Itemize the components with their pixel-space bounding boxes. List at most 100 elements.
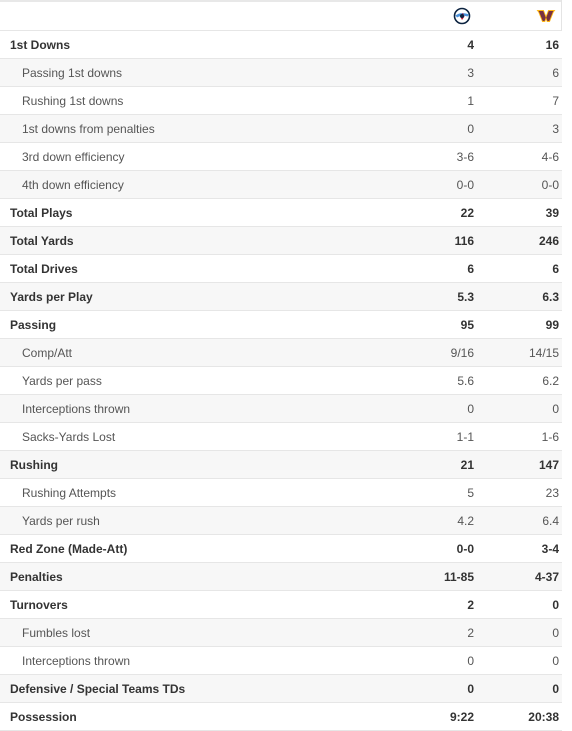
team-b-value: 6.4 <box>477 506 562 535</box>
team-a-value: 0-0 <box>390 534 477 563</box>
team-a-value: 11-85 <box>390 562 477 591</box>
team-b-value: 6 <box>477 254 562 283</box>
team-a-value: 5.3 <box>390 282 477 311</box>
team-a-value: 0 <box>390 646 477 675</box>
commanders-logo-icon <box>536 6 556 26</box>
titans-logo-icon <box>452 6 472 26</box>
stat-label: Penalties <box>0 562 390 591</box>
team-a-value: 9/16 <box>390 338 477 367</box>
team-a-value: 2 <box>390 590 477 619</box>
stat-label: 1st Downs <box>0 31 390 59</box>
team-a-value: 4.2 <box>390 506 477 535</box>
stat-label: Interceptions thrown <box>0 646 390 675</box>
stat-label: Rushing 1st downs <box>0 86 390 115</box>
stat-label: Rushing Attempts <box>0 478 390 507</box>
team-a-value: 3-6 <box>390 142 477 171</box>
stat-label: Total Drives <box>0 254 390 283</box>
stat-label: Possession <box>0 702 390 731</box>
stat-label: Interceptions thrown <box>0 394 390 423</box>
team-b-value: 6.2 <box>477 366 562 395</box>
stat-label: Yards per Play <box>0 282 390 311</box>
stat-row: Comp/Att 9/16 14/15 <box>0 338 562 367</box>
stat-label: Red Zone (Made-Att) <box>0 534 390 563</box>
stat-row: 1st downs from penalties 0 3 <box>0 114 562 143</box>
stat-label: Yards per rush <box>0 506 390 535</box>
stat-label: Yards per pass <box>0 366 390 395</box>
stat-row: Rushing 1st downs 1 7 <box>0 86 562 115</box>
stat-row: Passing 95 99 <box>0 310 562 339</box>
stats-table: 1st Downs 4 16 Passing 1st downs 3 6 Rushing 1… <box>0 31 562 731</box>
team-a-value: 0 <box>390 674 477 703</box>
team-b-value: 0 <box>477 646 562 675</box>
team-a-value: 95 <box>390 310 477 339</box>
stat-label: Passing 1st downs <box>0 58 390 87</box>
stat-row: 4th down efficiency 0-0 0-0 <box>0 170 562 199</box>
team-b-value: 23 <box>477 478 562 507</box>
stat-row: Yards per Play 5.3 6.3 <box>0 282 562 311</box>
stat-label: Comp/Att <box>0 338 390 367</box>
team-b-value: 16 <box>477 31 562 59</box>
team-b-value: 6 <box>477 58 562 87</box>
team-a-value: 9:22 <box>390 702 477 731</box>
stat-row: Yards per rush 4.2 6.4 <box>0 506 562 535</box>
team-a-value: 3 <box>390 58 477 87</box>
stat-label: 3rd down efficiency <box>0 142 390 171</box>
stat-row: Possession 9:22 20:38 <box>0 702 562 731</box>
stat-row: Penalties 11-85 4-37 <box>0 562 562 591</box>
stat-row: Turnovers 2 0 <box>0 590 562 619</box>
team-b-value: 0-0 <box>477 170 562 199</box>
team-a-value: 5.6 <box>390 366 477 395</box>
stat-row: Rushing Attempts 5 23 <box>0 478 562 507</box>
stat-label: Defensive / Special Teams TDs <box>0 674 390 703</box>
team-a-value: 1 <box>390 86 477 115</box>
stat-row: 1st Downs 4 16 <box>0 31 562 59</box>
team-a-value: 21 <box>390 450 477 479</box>
team-b-value: 6.3 <box>477 282 562 311</box>
stat-row: Red Zone (Made-Att) 0-0 3-4 <box>0 534 562 563</box>
team-b-value: 3-4 <box>477 534 562 563</box>
team-a-value: 6 <box>390 254 477 283</box>
stat-row: Total Yards 116 246 <box>0 226 562 255</box>
team-b-value: 4-37 <box>477 562 562 591</box>
team-a-value: 4 <box>390 31 477 59</box>
stat-label: Rushing <box>0 450 390 479</box>
stat-label: Passing <box>0 310 390 339</box>
team-b-value: 20:38 <box>477 702 562 731</box>
stat-row: Defensive / Special Teams TDs 0 0 <box>0 674 562 703</box>
stat-row: Yards per pass 5.6 6.2 <box>0 366 562 395</box>
stat-label: Sacks-Yards Lost <box>0 422 390 451</box>
team-a-value: 0-0 <box>390 170 477 199</box>
team-a-value: 0 <box>390 114 477 143</box>
stat-row: Rushing 21 147 <box>0 450 562 479</box>
team-b-value: 0 <box>477 394 562 423</box>
team-a-value: 2 <box>390 618 477 647</box>
team-b-value: 99 <box>477 310 562 339</box>
stat-label: Total Yards <box>0 226 390 255</box>
team-a-value: 0 <box>390 394 477 423</box>
team-a-value: 5 <box>390 478 477 507</box>
stat-row: 3rd down efficiency 3-6 4-6 <box>0 142 562 171</box>
top-divider <box>0 0 561 2</box>
team-b-value: 4-6 <box>477 142 562 171</box>
team-b-value: 14/15 <box>477 338 562 367</box>
stat-label: Total Plays <box>0 198 390 227</box>
stat-label: Fumbles lost <box>0 618 390 647</box>
stat-label: Turnovers <box>0 590 390 619</box>
stat-row: Interceptions thrown 0 0 <box>0 394 562 423</box>
team-a-value: 116 <box>390 226 477 255</box>
stat-label: 4th down efficiency <box>0 170 390 199</box>
team-b-value: 147 <box>477 450 562 479</box>
stat-row: Interceptions thrown 0 0 <box>0 646 562 675</box>
team-b-value: 246 <box>477 226 562 255</box>
stat-row: Total Plays 22 39 <box>0 198 562 227</box>
team-b-value: 0 <box>477 674 562 703</box>
stat-label: 1st downs from penalties <box>0 114 390 143</box>
team-b-value: 3 <box>477 114 562 143</box>
team-a-value: 22 <box>390 198 477 227</box>
team-header-row <box>0 2 561 31</box>
stat-row: Total Drives 6 6 <box>0 254 562 283</box>
stat-row: Sacks-Yards Lost 1-1 1-6 <box>0 422 562 451</box>
stat-row: Passing 1st downs 3 6 <box>0 58 562 87</box>
stat-row: Fumbles lost 2 0 <box>0 618 562 647</box>
